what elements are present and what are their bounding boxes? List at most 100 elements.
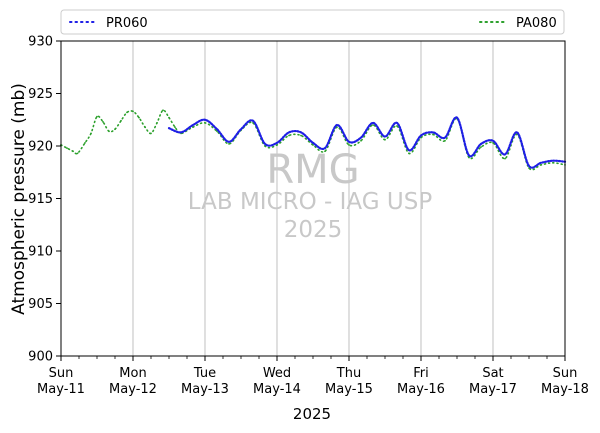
series-pr060-point <box>336 124 338 126</box>
series-pa080-point <box>228 143 230 145</box>
series-pa080-point <box>162 109 164 112</box>
series-pa080-point <box>432 133 434 136</box>
legend-frame <box>60 9 565 35</box>
series-pa080-point <box>336 126 338 128</box>
x-tick-date: May-12 <box>109 382 157 397</box>
series-pa080-point <box>96 115 98 118</box>
x-tick-date: May-18 <box>541 382 589 397</box>
series-pa080-point <box>444 139 446 142</box>
series-pr060-point <box>264 143 266 145</box>
x-tick-day: Fri <box>413 366 429 381</box>
series-pr060-point <box>228 140 230 143</box>
series-pa080-point <box>540 164 542 166</box>
series-pa080-point <box>492 141 494 144</box>
y-tick-label: 910 <box>28 245 53 260</box>
series-pr060-point <box>300 131 302 134</box>
y-axis: 900 905 910 915 920 925 930 <box>28 35 61 365</box>
series-pa080-point <box>72 150 74 153</box>
series-pr060-point <box>360 136 362 139</box>
series-pr060-point <box>192 124 194 126</box>
series-pa080-point <box>360 139 362 142</box>
y-tick-label: 915 <box>28 192 53 207</box>
series-pa080-point <box>276 144 278 146</box>
x-tick-day: Tue <box>193 366 216 381</box>
series-pr060-point <box>396 122 398 124</box>
series-pr060-line <box>167 116 567 169</box>
x-tick-day: Sun <box>49 366 74 381</box>
x-tick-day: Sun <box>553 366 578 381</box>
series-pr060-point <box>384 135 386 138</box>
x-tick-day: Wed <box>263 366 291 381</box>
series-pa080-point <box>126 111 128 114</box>
x-tick-date: May-16 <box>397 382 445 397</box>
series-pa080-point <box>168 116 170 119</box>
y-tick-label: 900 <box>28 350 53 365</box>
y-tick-label: 905 <box>28 297 53 312</box>
series-pa080-point <box>252 122 254 124</box>
series-pa080-point <box>192 126 194 128</box>
series-pa080-point <box>90 132 92 135</box>
series-pa080-point <box>114 128 116 131</box>
series-pa080-point <box>528 167 530 169</box>
series-pa080-point <box>384 138 386 141</box>
legend-label-pr060: PR060 <box>106 16 148 31</box>
series-pr060-point <box>420 134 422 137</box>
series-pa080-point <box>102 120 104 123</box>
series-pa080-point <box>552 161 554 164</box>
watermark-line-2: LAB MICRO - IAG USP <box>188 189 433 215</box>
series-pa080-point <box>324 150 326 153</box>
series-pr060-point <box>180 131 182 134</box>
series-pa080-point <box>396 125 398 127</box>
series-pa080-point <box>204 122 206 124</box>
y-tick-label: 925 <box>28 87 53 102</box>
x-tick-date: May-15 <box>325 382 373 397</box>
series-pa080-point <box>76 152 79 155</box>
series-pr060-point <box>312 141 314 144</box>
series-pr060-point <box>552 159 554 162</box>
series-pr060-point <box>216 128 218 131</box>
watermark-line-3: 2025 <box>284 217 343 243</box>
series-pr060-point <box>252 119 254 122</box>
series-pa080-point <box>468 156 470 159</box>
series-pa080-point <box>480 146 482 148</box>
series-pr060-point <box>456 116 458 119</box>
series-pa080-point <box>288 134 290 137</box>
series-pa080-point <box>150 132 152 135</box>
series-pa080-point <box>300 134 302 137</box>
series-pa080-point <box>174 126 176 128</box>
x-tick-date: May-17 <box>469 382 517 397</box>
x-tick-day: Thu <box>336 366 361 381</box>
vertical-grid <box>132 41 494 356</box>
series-pa080-point <box>372 124 374 126</box>
x-tick-date: May-13 <box>181 382 229 397</box>
series-pa080-point <box>138 116 140 119</box>
series-pa080-line <box>60 109 566 171</box>
series-pa080-point <box>156 122 158 124</box>
series-pr060-point <box>276 141 278 144</box>
series-pr060-point <box>468 154 470 157</box>
y-axis-title: Atmospheric pressure (mb) <box>9 83 29 315</box>
series-pr060-point <box>516 131 518 134</box>
series-pr060-point <box>540 161 542 164</box>
series-pa080-point <box>348 144 350 146</box>
series-pr060-point <box>240 128 242 131</box>
series-pa080-point <box>504 157 506 160</box>
series-pa080-point <box>84 141 86 144</box>
watermark-line-1: RMG <box>266 147 359 193</box>
series-pr060-point <box>372 122 374 124</box>
legend-label-pa080: PA080 <box>516 16 557 31</box>
series-pa080-point <box>132 110 134 113</box>
series-pa080-point <box>144 126 146 128</box>
x-axis-title: 2025 <box>293 405 331 423</box>
y-tick-label: 920 <box>28 140 53 155</box>
series-pr060-point <box>432 131 434 134</box>
series-pr060-point <box>204 118 206 121</box>
series-pr060-point <box>480 143 482 145</box>
x-tick-day: Sat <box>482 366 503 381</box>
series-pr060-point <box>288 131 290 134</box>
series-pr060-point <box>408 149 410 152</box>
legend: PR060 PA080 <box>60 9 565 35</box>
series-layer <box>60 109 567 171</box>
